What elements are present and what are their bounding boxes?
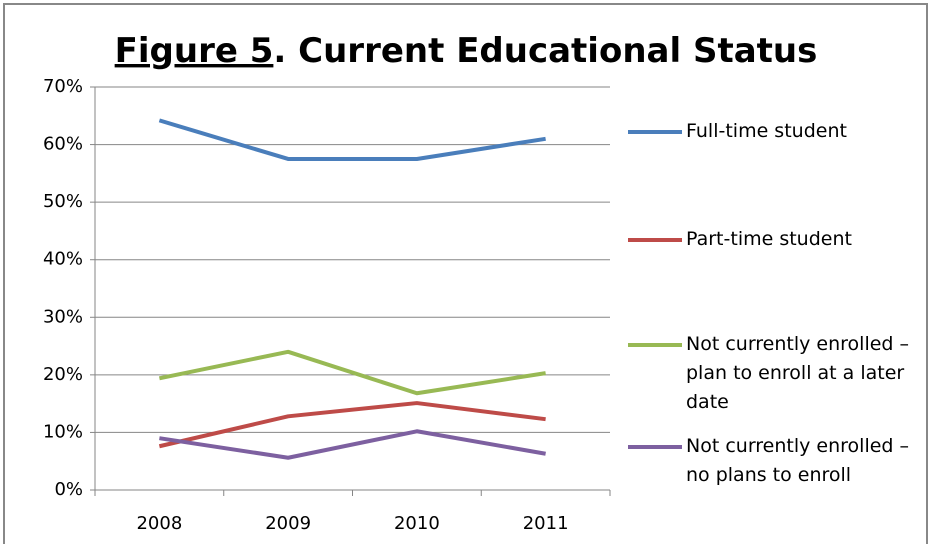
y-tick-label: 50% [43, 191, 83, 212]
legend-label: Full-time student [686, 120, 847, 142]
series-line [158, 118, 546, 161]
y-tick-label: 70% [43, 76, 83, 97]
series-line [158, 349, 546, 396]
legend-label: Part-time student [686, 228, 852, 250]
y-tick-label: 10% [43, 421, 83, 442]
x-tick-label: 2008 [136, 513, 182, 534]
y-tick-label: 20% [43, 364, 83, 385]
title-text: . Current Educational Status [273, 31, 817, 71]
chart-title: Figure 5. Current Educational Status [115, 31, 818, 71]
series-line [159, 429, 546, 460]
x-tick-label: 2009 [265, 513, 311, 534]
x-tick-label: 2010 [394, 513, 440, 534]
chart-frame [3, 3, 928, 544]
y-tick-label: 0% [54, 479, 83, 500]
legend-label: Not currently enrolled – plan to enroll … [686, 333, 910, 413]
figure-label: Figure 5 [115, 31, 274, 71]
y-tick-label: 30% [43, 306, 83, 327]
y-tick-label: 40% [43, 249, 83, 270]
series-line [158, 401, 546, 449]
x-tick-label: 2011 [523, 513, 569, 534]
y-tick-label: 60% [43, 134, 83, 155]
legend-label: Not currently enrolled – no plans to enr… [686, 435, 910, 486]
